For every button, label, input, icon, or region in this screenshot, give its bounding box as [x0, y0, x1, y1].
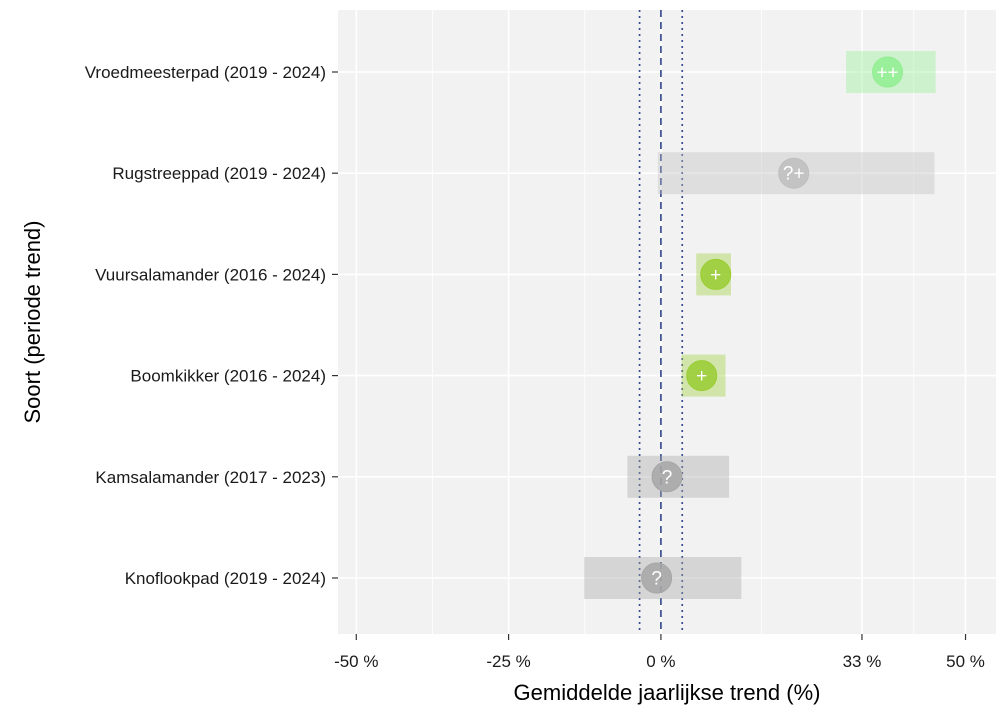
- trend-marker: [872, 56, 904, 88]
- trend-point: ?: [584, 557, 742, 599]
- y-axis: Vroedmeesterpad (2019 - 2024) Rugstreeppa…: [85, 63, 338, 588]
- trend-marker: [778, 157, 810, 189]
- y-tick-label: Knoflookpad (2019 - 2024): [125, 569, 326, 588]
- x-tick-label: -25 %: [486, 652, 530, 671]
- trend-marker: [641, 562, 673, 594]
- x-tick-label: 33 %: [843, 652, 882, 671]
- x-tick-label: -50 %: [334, 652, 378, 671]
- x-axis-title: Gemiddelde jaarlijkse trend (%): [514, 680, 821, 705]
- trend-symbol: ?+: [783, 164, 805, 185]
- trend-marker: [651, 461, 683, 493]
- y-axis-title: Soort (periode trend): [20, 221, 45, 424]
- reference-lines: [638, 10, 684, 634]
- trend-point: ?+: [657, 152, 935, 195]
- trend-symbol: ++: [876, 63, 898, 84]
- trend-symbol: ?: [662, 467, 673, 488]
- trend-marker: [700, 258, 732, 290]
- y-tick-label: Vuursalamander (2016 - 2024): [95, 265, 326, 284]
- trend-point: ++: [846, 51, 936, 93]
- trend-point: ?: [627, 455, 730, 498]
- trend-symbol: +: [696, 366, 707, 387]
- x-axis: -50 % -25 % 0 % 33 % 50 %: [334, 634, 985, 671]
- y-tick-label: Rugstreeppad (2019 - 2024): [112, 164, 326, 183]
- y-tick-label: Boomkikker (2016 - 2024): [130, 367, 326, 386]
- trend-marker: [686, 360, 718, 392]
- y-tick-label: Kamsalamander (2017 - 2023): [95, 468, 326, 487]
- trend-symbol: +: [710, 265, 721, 286]
- x-tick-label: 50 %: [946, 652, 985, 671]
- y-tick-label: Vroedmeesterpad (2019 - 2024): [85, 63, 326, 82]
- plot-panel: [338, 10, 996, 634]
- trend-point: +: [681, 354, 726, 397]
- trend-symbol: ?: [651, 569, 662, 590]
- x-tick-label: 0 %: [646, 652, 675, 671]
- trend-point: +: [696, 253, 732, 296]
- data-points: ++?+++??: [584, 51, 936, 599]
